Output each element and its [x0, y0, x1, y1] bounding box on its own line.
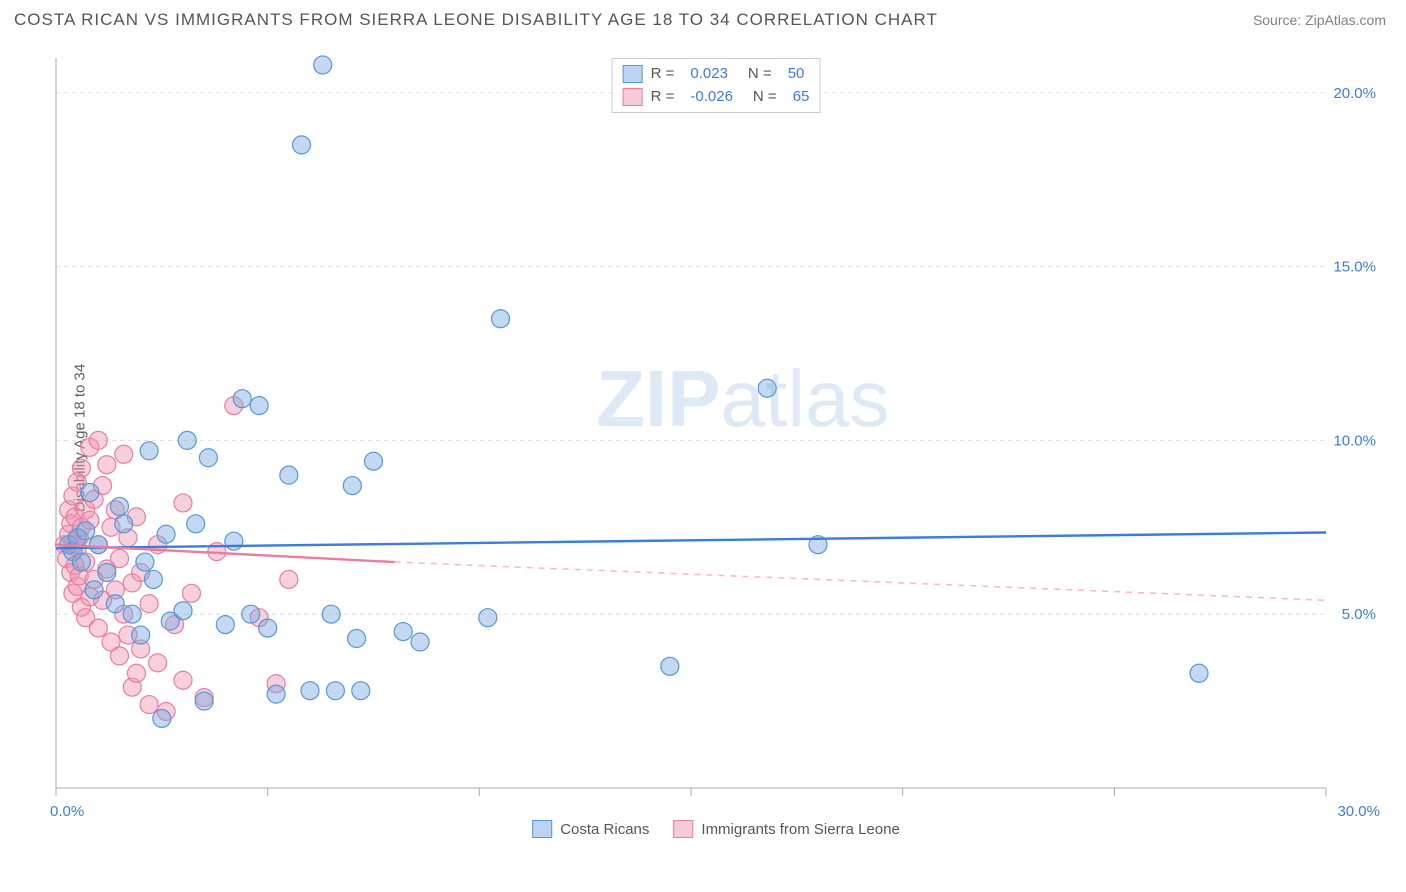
r-value-blue: 0.023 [682, 63, 728, 86]
svg-text:15.0%: 15.0% [1333, 259, 1376, 276]
legend-correlation-box: R = 0.023 N = 50 R = -0.026 N = 65 [612, 58, 821, 113]
swatch-pink-icon [673, 820, 693, 838]
legend-row-pink: R = -0.026 N = 65 [623, 86, 810, 109]
r-label: R = [651, 86, 675, 109]
legend-item-pink: Immigrants from Sierra Leone [673, 820, 899, 838]
chart-header: COSTA RICAN VS IMMIGRANTS FROM SIERRA LE… [0, 0, 1406, 36]
n-value-blue: 50 [780, 63, 805, 86]
svg-text:20.0%: 20.0% [1333, 85, 1376, 102]
scatter-plot-svg: 5.0% 10.0% 15.0% 20.0% 0.0% 30.0% [46, 48, 1386, 828]
svg-text:0.0%: 0.0% [50, 803, 84, 820]
n-label: N = [736, 63, 772, 86]
swatch-blue-icon [532, 820, 552, 838]
swatch-pink-icon [623, 88, 643, 106]
chart-area: Disability Age 18 to 34 5.0%10.0%15.0%20… [46, 48, 1386, 828]
n-label: N = [741, 86, 777, 109]
legend-row-blue: R = 0.023 N = 50 [623, 63, 810, 86]
source-label: Source: ZipAtlas.com [1253, 12, 1386, 28]
svg-text:10.0%: 10.0% [1333, 432, 1376, 449]
legend-label-blue: Costa Ricans [560, 821, 649, 838]
legend-series: Costa Ricans Immigrants from Sierra Leon… [532, 820, 900, 838]
chart-title: COSTA RICAN VS IMMIGRANTS FROM SIERRA LE… [14, 10, 938, 30]
r-label: R = [651, 63, 675, 86]
r-value-pink: -0.026 [682, 86, 733, 109]
n-value-pink: 65 [785, 86, 810, 109]
legend-item-blue: Costa Ricans [532, 820, 649, 838]
swatch-blue-icon [623, 65, 643, 83]
legend-label-pink: Immigrants from Sierra Leone [701, 821, 899, 838]
svg-text:30.0%: 30.0% [1337, 803, 1380, 820]
svg-text:5.0%: 5.0% [1342, 606, 1376, 623]
